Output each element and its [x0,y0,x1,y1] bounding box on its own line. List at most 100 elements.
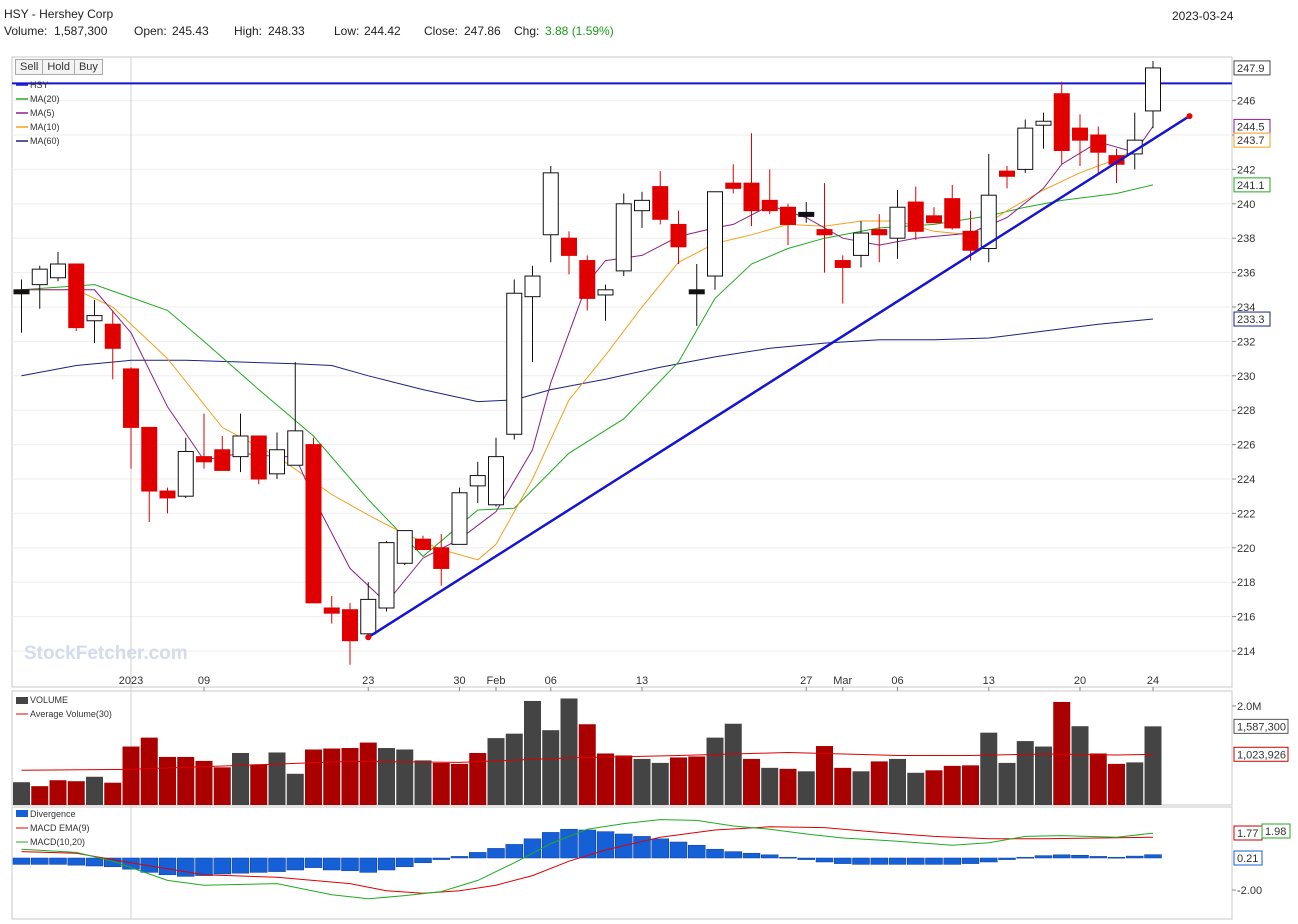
volume-bar [159,756,176,805]
volume-bar [286,773,304,805]
volume-bar [761,767,779,805]
volume-bar [31,786,49,805]
candle-body [579,260,596,299]
candle-body [123,368,139,428]
divergence-bar [724,851,742,859]
price-tick-label: 218 [1237,577,1255,589]
volume-bar [1089,753,1107,805]
divergence-bar [633,836,651,859]
divergence-legend-swatch [16,810,28,817]
macd-tick-label: -2.00 [1237,885,1262,897]
x-tick-label: 20 [1074,675,1086,687]
high-label: High: [234,24,263,38]
candle-body [1017,127,1034,170]
candle-body [561,237,577,256]
volume-bar [122,746,140,805]
price-tick-label: 246 [1237,96,1255,108]
candle-body [524,275,541,298]
volume-bar [505,733,523,805]
ma20-tag: 241.1 [1237,180,1265,192]
open-label: Open: [134,24,167,38]
divergence-bar [505,844,523,859]
x-tick-label: 30 [453,675,465,687]
legend-label: HSY [30,80,49,90]
macd-ema-legend-label: MACD EMA(9) [30,823,90,833]
divergence-bar [231,857,250,874]
divergence-bar [980,857,998,863]
volume-bar [323,748,341,805]
divergence-bar [1053,854,1071,859]
divergence-tag-box [1233,850,1263,866]
close-value: 247.86 [464,24,501,38]
price-tick-label: 234 [1237,302,1255,314]
candle-body [743,182,760,212]
x-tick-label: Mar [833,675,852,687]
candle-body [360,598,377,635]
divergence-bar [487,848,505,859]
x-tick-label: 13 [636,675,648,687]
macd-legend-label: MACD(10,20) [30,837,85,847]
candle-body [871,229,888,236]
candle-body [1072,127,1088,141]
volume-bar [615,755,633,805]
price-tick-label: 232 [1237,336,1255,348]
buy-button[interactable]: Buy [78,61,98,73]
legend-label: MA(5) [30,108,55,118]
divergence-bar [177,857,195,877]
candle-body [196,456,212,463]
volume-bar [1053,701,1071,805]
volume-bar [834,767,852,805]
sell-button[interactable]: Sell [16,60,44,74]
volume-bar [86,776,103,805]
divergence-bar [1089,856,1107,859]
macd-panel-frame [11,806,1233,920]
volume-bar [578,724,596,805]
divergence-bar [268,857,286,872]
volume-legend-label: VOLUME [30,695,68,705]
quote-date: 2023-03-24 [1172,9,1234,23]
x-tick-label: 06 [545,675,557,687]
macd-tag-box [1261,823,1291,839]
divergence-bar [779,856,797,859]
volume-bar [195,760,213,805]
signal-button-group: Sell Hold Buy [15,59,103,75]
volume-bar [724,723,742,805]
divergence-bar [195,857,213,876]
volume-bar [962,765,979,805]
volume-bar [414,760,432,805]
candle-body [50,263,66,279]
x-tick-label: 24 [1147,675,1159,687]
avg-volume-legend-label: Average Volume(30) [30,709,112,719]
candle-body [1090,134,1107,153]
divergence-bar [469,852,487,859]
divergence-bar [104,857,122,868]
legend-label: MA(10) [30,122,60,132]
hold-button[interactable]: Hold [43,60,75,74]
price-tick-label: 214 [1237,646,1255,658]
trendline-start-dot [365,634,372,641]
volume-bar [1016,741,1034,805]
price-tick-label: 240 [1237,199,1255,211]
candle-body [415,538,431,551]
volume-bar [925,770,943,805]
divergence-bar [815,857,834,863]
volume-bar [250,764,268,805]
volume-bar [396,749,414,805]
legend-label: MA(20) [30,94,60,104]
volume-bar [524,700,541,805]
volume-bar [104,782,122,805]
divergence-bar [250,857,268,873]
candle-body [1145,67,1161,112]
volume-bar [341,748,359,805]
volume-bar [67,781,85,805]
volume-bar [1144,726,1162,805]
volume-value: 1,587,300 [54,24,108,38]
candle-body [1035,120,1052,126]
volume-bar [469,752,487,805]
close-tag-box [1233,60,1271,76]
macd-tag: 1.98 [1265,826,1286,838]
divergence-bar [122,857,140,870]
divergence-bar [998,857,1016,860]
candle-body [269,449,285,475]
